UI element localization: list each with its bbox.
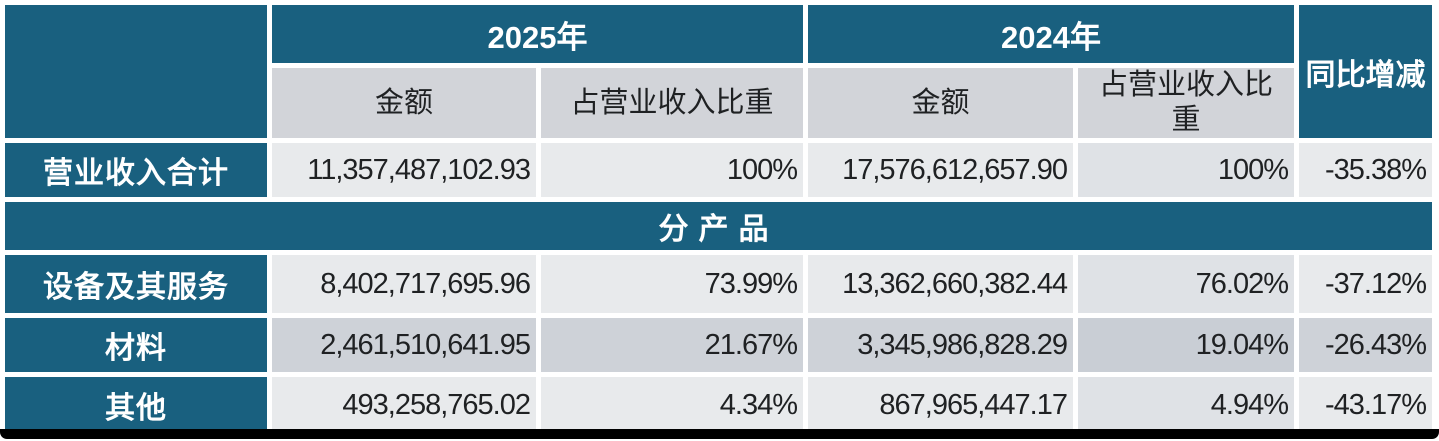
amount-2024-cell: 867,965,447.17 xyxy=(808,377,1073,433)
share-2025-cell: 4.34% xyxy=(541,377,803,433)
header-row-years: 2025年 2024年 同比增减 xyxy=(5,5,1432,138)
share-2025-cell: 100% xyxy=(541,143,803,197)
table-row-materials: 材料 2,461,510,641.95 21.67% 3,345,986,828… xyxy=(5,318,1432,372)
section-row: 分产品 xyxy=(5,202,1432,250)
header-row-sub: 金额 占营业收入比重 金额 占营业收入比重 xyxy=(5,68,1432,138)
yoy-cell: -26.43% xyxy=(1299,318,1432,372)
row-label: 营业收入合计 xyxy=(5,143,267,197)
share-2024-cell: 76.02% xyxy=(1078,255,1294,313)
header-year-2024: 2024年 xyxy=(808,5,1294,63)
table-row-other: 其他 493,258,765.02 4.34% 867,965,447.17 4… xyxy=(5,377,1432,433)
corner-blank-cell xyxy=(5,5,267,138)
header-yoy: 同比增减 xyxy=(1299,5,1432,138)
row-label: 材料 xyxy=(5,318,267,372)
amount-2025-cell: 493,258,765.02 xyxy=(272,377,536,433)
share-2024-cell: 100% xyxy=(1078,143,1294,197)
table-row-equipment-services: 设备及其服务 8,402,717,695.96 73.99% 13,362,66… xyxy=(5,255,1432,313)
share-2024-cell: 19.04% xyxy=(1078,318,1294,372)
yoy-cell: -37.12% xyxy=(1299,255,1432,313)
row-label: 设备及其服务 xyxy=(5,255,267,313)
yoy-cell: -35.38% xyxy=(1299,143,1432,197)
amount-2025-cell: 8,402,717,695.96 xyxy=(272,255,536,313)
header-amount-2024: 金额 xyxy=(808,68,1073,138)
bottom-border-bar xyxy=(0,429,1439,439)
share-2024-cell: 4.94% xyxy=(1078,377,1294,433)
table-row-total-revenue: 营业收入合计 11,357,487,102.93 100% 17,576,612… xyxy=(5,143,1432,197)
amount-2025-cell: 11,357,487,102.93 xyxy=(272,143,536,197)
yoy-cell: -43.17% xyxy=(1299,377,1432,433)
amount-2025-cell: 2,461,510,641.95 xyxy=(272,318,536,372)
section-label: 分产品 xyxy=(5,202,1432,250)
amount-2024-cell: 3,345,986,828.29 xyxy=(808,318,1073,372)
amount-2024-cell: 17,576,612,657.90 xyxy=(808,143,1073,197)
header-amount-2025: 金额 xyxy=(272,68,536,138)
header-share-2024: 占营业收入比重 xyxy=(1078,68,1294,138)
header-year-2025: 2025年 xyxy=(272,5,803,63)
header-share-2025: 占营业收入比重 xyxy=(541,68,803,138)
amount-2024-cell: 13,362,660,382.44 xyxy=(808,255,1073,313)
row-label: 其他 xyxy=(5,377,267,433)
share-2025-cell: 21.67% xyxy=(541,318,803,372)
share-2025-cell: 73.99% xyxy=(541,255,803,313)
